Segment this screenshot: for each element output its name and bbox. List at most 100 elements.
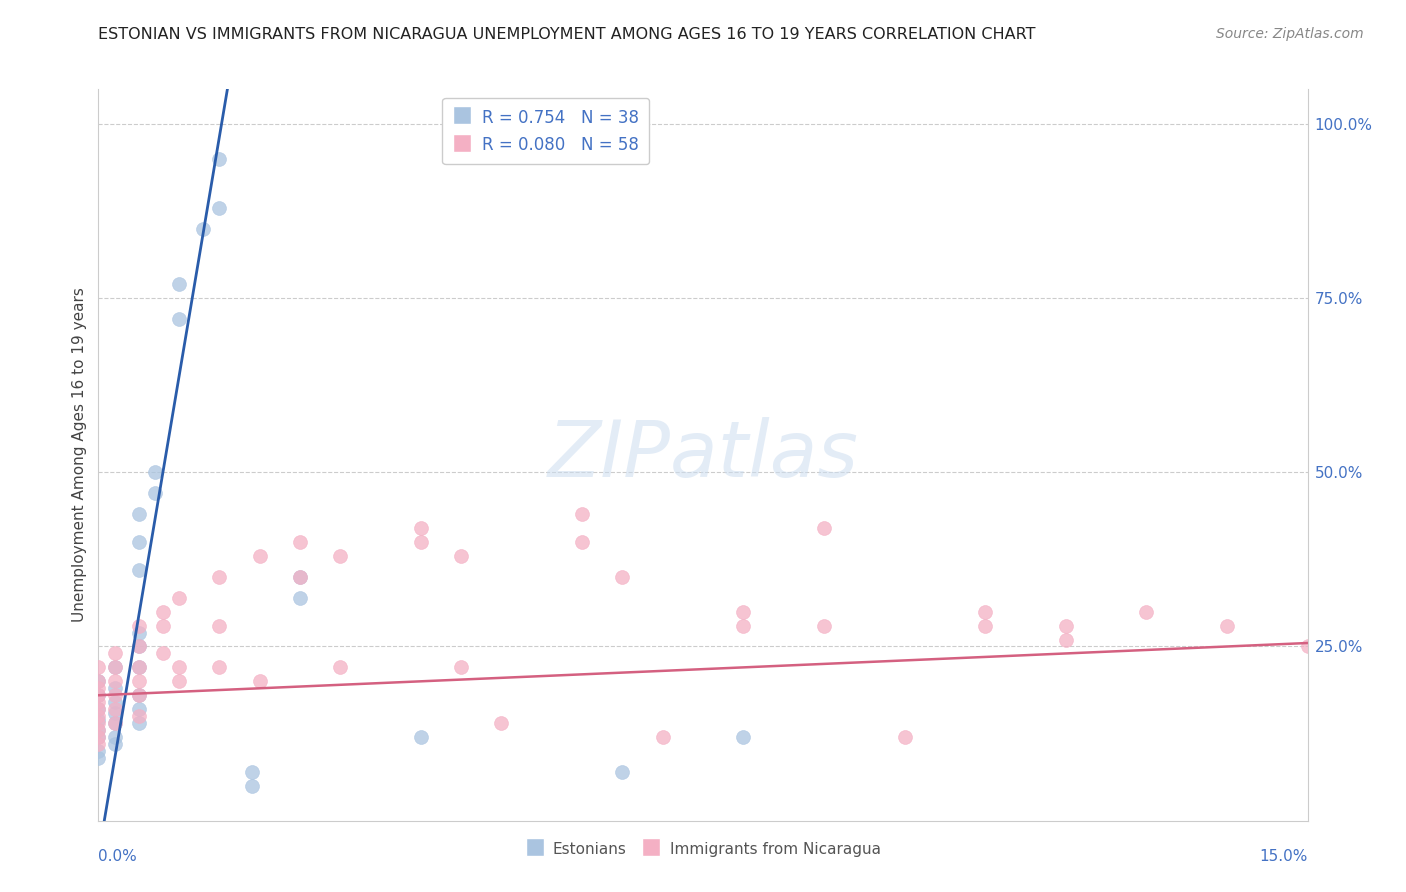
- Point: [893, 730, 915, 744]
- Point: [128, 640, 150, 654]
- Point: [103, 716, 125, 731]
- Point: [103, 702, 125, 716]
- Point: [208, 201, 231, 215]
- Point: [128, 702, 150, 716]
- Text: ZIPatlas: ZIPatlas: [547, 417, 859, 493]
- Point: [87, 709, 110, 723]
- Point: [143, 486, 166, 500]
- Point: [103, 737, 125, 751]
- Point: [1296, 640, 1319, 654]
- Point: [167, 591, 190, 605]
- Point: [249, 549, 271, 563]
- Point: [87, 688, 110, 702]
- Text: ESTONIAN VS IMMIGRANTS FROM NICARAGUA UNEMPLOYMENT AMONG AGES 16 TO 19 YEARS COR: ESTONIAN VS IMMIGRANTS FROM NICARAGUA UN…: [98, 27, 1036, 42]
- Point: [103, 695, 125, 709]
- Point: [288, 570, 311, 584]
- Text: Source: ZipAtlas.com: Source: ZipAtlas.com: [1216, 27, 1364, 41]
- Point: [813, 618, 835, 632]
- Point: [87, 660, 110, 674]
- Point: [128, 618, 150, 632]
- Point: [103, 674, 125, 689]
- Point: [733, 730, 755, 744]
- Point: [87, 716, 110, 731]
- Point: [87, 751, 110, 765]
- Point: [87, 723, 110, 737]
- Point: [152, 618, 174, 632]
- Point: [103, 716, 125, 731]
- Point: [288, 570, 311, 584]
- Point: [167, 312, 190, 326]
- Point: [87, 674, 110, 689]
- Point: [128, 640, 150, 654]
- Point: [87, 688, 110, 702]
- Point: [103, 730, 125, 744]
- Point: [1135, 605, 1157, 619]
- Point: [733, 605, 755, 619]
- Y-axis label: Unemployment Among Ages 16 to 19 years: Unemployment Among Ages 16 to 19 years: [72, 287, 87, 623]
- Point: [249, 674, 271, 689]
- Point: [409, 535, 432, 549]
- Text: 0.0%: 0.0%: [98, 848, 138, 863]
- Legend: Estonians, Immigrants from Nicaragua: Estonians, Immigrants from Nicaragua: [519, 834, 887, 864]
- Point: [87, 702, 110, 716]
- Point: [571, 507, 593, 521]
- Point: [87, 744, 110, 758]
- Point: [208, 660, 231, 674]
- Point: [491, 716, 513, 731]
- Point: [193, 221, 215, 235]
- Point: [87, 674, 110, 689]
- Point: [128, 507, 150, 521]
- Point: [128, 660, 150, 674]
- Point: [103, 660, 125, 674]
- Point: [167, 674, 190, 689]
- Point: [208, 570, 231, 584]
- Point: [87, 730, 110, 744]
- Point: [128, 563, 150, 577]
- Point: [87, 737, 110, 751]
- Point: [103, 681, 125, 696]
- Point: [87, 713, 110, 727]
- Point: [240, 779, 263, 793]
- Point: [612, 764, 634, 779]
- Point: [87, 702, 110, 716]
- Point: [103, 647, 125, 661]
- Point: [1054, 618, 1077, 632]
- Point: [208, 152, 231, 166]
- Point: [128, 535, 150, 549]
- Point: [1054, 632, 1077, 647]
- Point: [128, 625, 150, 640]
- Point: [409, 521, 432, 535]
- Point: [733, 618, 755, 632]
- Point: [288, 591, 311, 605]
- Point: [152, 605, 174, 619]
- Point: [103, 706, 125, 720]
- Point: [571, 535, 593, 549]
- Point: [152, 647, 174, 661]
- Point: [128, 660, 150, 674]
- Point: [240, 764, 263, 779]
- Point: [1216, 618, 1239, 632]
- Point: [87, 730, 110, 744]
- Point: [329, 549, 352, 563]
- Point: [87, 695, 110, 709]
- Point: [128, 709, 150, 723]
- Point: [103, 688, 125, 702]
- Point: [167, 660, 190, 674]
- Point: [651, 730, 673, 744]
- Point: [813, 521, 835, 535]
- Point: [974, 618, 997, 632]
- Point: [128, 688, 150, 702]
- Point: [128, 688, 150, 702]
- Point: [87, 681, 110, 696]
- Point: [87, 723, 110, 737]
- Point: [167, 277, 190, 292]
- Point: [288, 535, 311, 549]
- Text: 15.0%: 15.0%: [1260, 848, 1308, 863]
- Point: [450, 549, 472, 563]
- Point: [208, 618, 231, 632]
- Point: [329, 660, 352, 674]
- Point: [103, 660, 125, 674]
- Point: [128, 716, 150, 731]
- Point: [450, 660, 472, 674]
- Point: [143, 466, 166, 480]
